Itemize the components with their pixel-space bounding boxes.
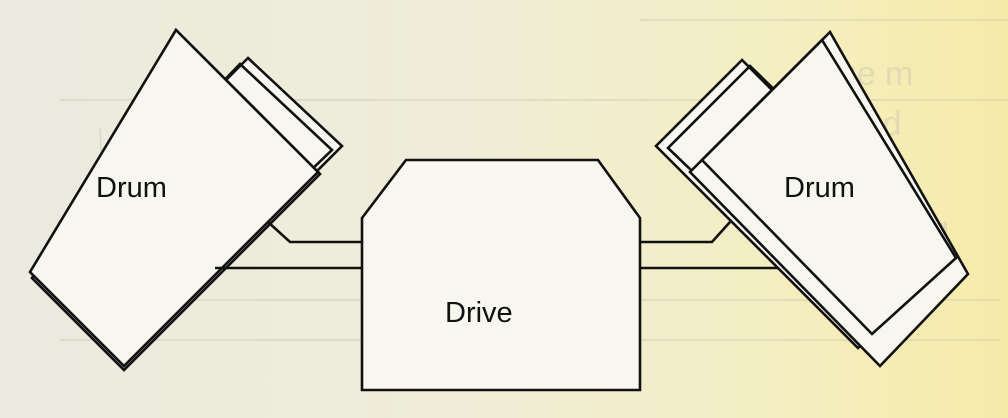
right-drum-label: Drum: [784, 172, 855, 204]
drive-unit: Drive: [360, 158, 642, 392]
drive-housing: [360, 158, 642, 392]
right-shaft: [640, 221, 780, 270]
left-drum: Drum: [28, 27, 344, 372]
left-shaft: [215, 221, 362, 270]
left-drum-face: [28, 27, 320, 368]
drive-label: Drive: [445, 297, 513, 329]
left-drum-label: Drum: [96, 172, 167, 204]
right-drum: Drum: [654, 29, 970, 368]
right-drum-face-inner: [700, 37, 958, 336]
